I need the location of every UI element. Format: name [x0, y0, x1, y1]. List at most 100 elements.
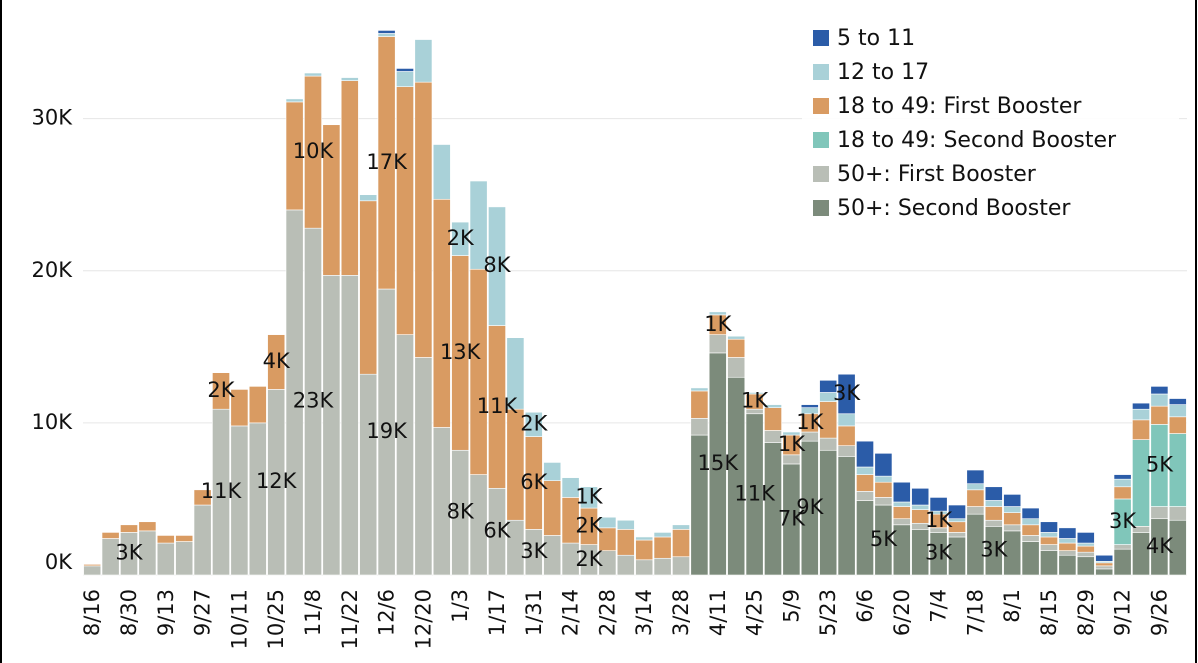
bar-segment	[1021, 507, 1040, 520]
data-label: 4K	[263, 349, 291, 373]
bar-segment	[837, 425, 856, 447]
data-label: 3K	[925, 541, 953, 565]
data-label: 17K	[366, 150, 408, 174]
bar-segment	[1040, 532, 1058, 538]
bar-segment	[984, 486, 1003, 501]
bar-segment	[948, 504, 966, 520]
x-tick-label: 5/9	[779, 589, 803, 623]
bar-segment	[1076, 551, 1095, 558]
bar-segment	[1021, 535, 1040, 542]
bar-segment	[1076, 532, 1095, 544]
bar-segment	[359, 373, 378, 576]
data-label: 19K	[366, 419, 408, 443]
x-tick-label: 9/26	[1147, 589, 1171, 636]
bar-segment	[1095, 568, 1114, 576]
bar-segment	[856, 474, 874, 492]
bar-segment	[396, 86, 414, 335]
bar-segment	[856, 466, 874, 475]
bar-segment	[414, 39, 433, 83]
bar-segment	[83, 564, 102, 567]
bar-segment	[193, 489, 212, 506]
bar-segment	[469, 268, 488, 475]
bar-segment	[1132, 419, 1150, 440]
bar-segment	[1003, 524, 1022, 532]
x-tick-label: 11/8	[301, 589, 325, 636]
data-label: 6K	[483, 519, 511, 543]
bar-segment	[819, 437, 838, 451]
bar-segment	[1168, 404, 1187, 418]
bar-segment	[1132, 402, 1150, 410]
x-tick-label: 8/15	[1037, 589, 1061, 636]
bar-segment	[1076, 556, 1095, 576]
bar-segment	[248, 386, 267, 424]
bar-segment	[635, 559, 654, 576]
bar-segment	[1040, 544, 1058, 551]
bar-segment	[856, 440, 874, 468]
x-tick-label: 9/27	[191, 589, 215, 636]
legend-swatch	[813, 132, 829, 148]
bar-segment	[966, 506, 985, 515]
bar-segment	[1095, 562, 1114, 567]
bar-segment	[874, 497, 893, 506]
x-tick-label: 2/28	[595, 589, 619, 636]
bar-segment	[488, 206, 506, 326]
bar-segment	[543, 462, 562, 481]
bar-segment	[892, 506, 911, 520]
data-label: 2K	[520, 411, 548, 435]
data-label: 11K	[734, 481, 776, 505]
bar-segment	[874, 475, 893, 483]
x-tick-label: 7/18	[963, 589, 987, 636]
data-label: 5K	[870, 527, 898, 551]
data-label: 11K	[477, 394, 519, 418]
x-tick-label: 6/6	[853, 589, 877, 623]
bar-segment	[138, 521, 157, 532]
data-label: 10K	[293, 139, 335, 163]
x-tick-label: 12/6	[375, 589, 399, 636]
legend-background	[802, 18, 1179, 228]
bar-segment	[359, 200, 378, 375]
bar-segment	[248, 422, 267, 576]
bar-segment	[837, 445, 856, 457]
legend-label: 5 to 11	[837, 26, 915, 51]
bar-segment	[1058, 550, 1077, 556]
bar-segment	[83, 565, 102, 576]
x-tick-label: 9/12	[1111, 589, 1135, 636]
legend-swatch	[813, 30, 829, 46]
y-tick-label: 20K	[32, 258, 74, 282]
bar-segment	[653, 536, 672, 559]
x-tick-label: 8/30	[117, 589, 141, 636]
bar-segment	[1113, 544, 1132, 550]
bar-segment	[322, 124, 341, 276]
data-label: 1K	[796, 410, 824, 434]
bar-segment	[745, 392, 764, 395]
bar-segment	[984, 506, 1003, 521]
data-label: 1K	[741, 389, 769, 413]
y-tick-label: 10K	[32, 410, 74, 434]
bar-segment	[984, 500, 1003, 507]
bar-segment	[322, 275, 341, 576]
data-label: 6K	[520, 470, 548, 494]
bar-segment	[1058, 538, 1077, 544]
bar-segment	[727, 357, 746, 378]
bar-segment	[616, 519, 635, 530]
bar-segment	[396, 71, 414, 88]
bar-segment	[856, 491, 874, 501]
bar-segment	[1095, 565, 1114, 570]
bar-segment	[230, 389, 249, 427]
x-tick-label: 6/20	[890, 589, 914, 636]
bar-segment	[1132, 408, 1150, 421]
bar-segment	[966, 489, 985, 507]
x-tick-label: 7/4	[927, 589, 951, 623]
bar-segment	[340, 80, 359, 276]
data-label: 11K	[201, 479, 243, 503]
legend-label: 50+: Second Booster	[837, 196, 1071, 221]
data-label: 12K	[256, 469, 298, 493]
legend-label: 12 to 17	[837, 60, 929, 85]
bar-segment	[396, 334, 414, 576]
data-label: 8K	[483, 253, 511, 277]
bar-segment	[874, 481, 893, 498]
x-tick-label: 8/16	[80, 589, 104, 636]
bar-segment	[1040, 536, 1058, 545]
